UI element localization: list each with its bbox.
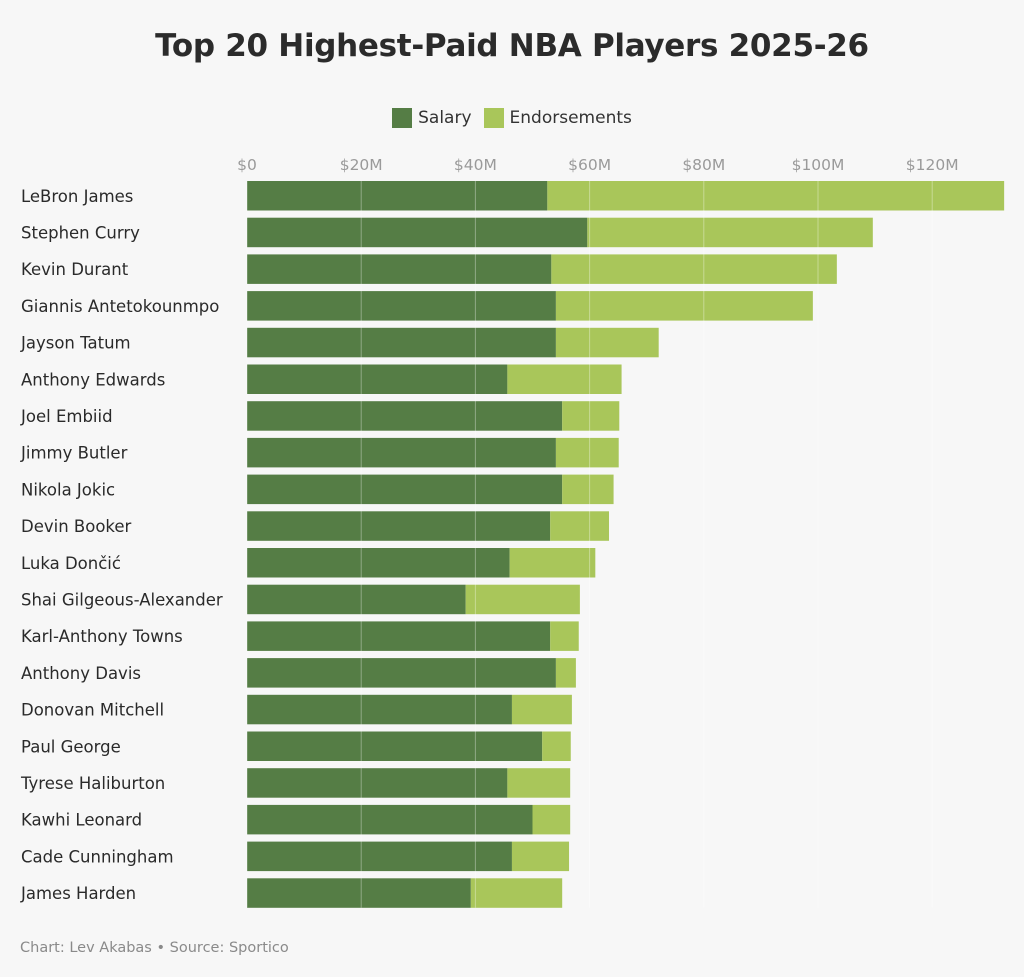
bar-endorsements	[470, 878, 563, 908]
bar-salary	[247, 658, 556, 688]
category-label: Luka Dončić	[21, 554, 121, 573]
bar-endorsements	[562, 474, 614, 505]
legend-item-endorsements: Endorsements	[483, 108, 632, 128]
legend-item-salary: Salary	[392, 108, 472, 128]
category-label: Shai Gilgeous-Alexander	[21, 590, 223, 609]
chart-title: Top 20 Highest-Paid NBA Players 2025-26	[155, 28, 869, 64]
bar-salary	[247, 804, 533, 835]
bar-salary	[247, 621, 551, 651]
category-label: Joel Embiid	[20, 407, 113, 426]
bar-endorsements	[550, 511, 610, 541]
footer-author: Chart: Lev Akabas	[20, 940, 152, 956]
bar-endorsements	[555, 327, 659, 358]
legend-label-endorsements: Endorsements	[509, 108, 632, 128]
category-label: Paul George	[21, 737, 121, 756]
category-label: Nikola Jokic	[21, 480, 115, 499]
bar-endorsements	[509, 548, 596, 578]
category-label: Jayson Tatum	[20, 334, 131, 353]
legend-swatch-salary	[392, 108, 413, 128]
category-label: Tyrese Haliburton	[20, 774, 165, 793]
bar-salary	[247, 511, 551, 541]
category-label: James Harden	[20, 884, 136, 903]
bar-endorsements	[555, 437, 619, 468]
bar-endorsements	[532, 804, 571, 835]
bar-endorsements	[555, 291, 813, 321]
category-label: LeBron James	[21, 187, 133, 206]
bar-salary	[247, 254, 552, 284]
bar-endorsements	[507, 768, 571, 798]
bar-endorsements	[465, 584, 580, 615]
bar-endorsements	[555, 658, 576, 688]
bar-salary	[247, 181, 548, 211]
category-label: Devin Booker	[21, 517, 132, 536]
bar-salary	[247, 731, 543, 761]
x-tick-label: $40M	[454, 156, 497, 174]
x-tick-label: $0	[237, 156, 257, 174]
category-label: Kawhi Leonard	[21, 811, 142, 830]
bar-endorsements	[511, 841, 570, 872]
footer-source: Source: Sportico	[169, 940, 289, 956]
bar-endorsements	[507, 364, 622, 394]
bar-salary	[247, 694, 512, 725]
x-tick-label: $80M	[682, 156, 725, 174]
bar-salary	[247, 437, 556, 468]
bar-salary	[247, 327, 556, 358]
category-label: Karl-Anthony Towns	[21, 627, 183, 646]
category-label: Giannis Antetokounmpo	[21, 297, 219, 316]
bar-salary	[247, 401, 563, 431]
x-tick-label: $60M	[568, 156, 611, 174]
bar-endorsements	[542, 731, 571, 761]
x-tick-label: $20M	[340, 156, 383, 174]
bar-salary	[247, 291, 556, 321]
bar-endorsements	[551, 254, 837, 284]
bar-endorsements	[547, 181, 1005, 211]
chart-footer: Chart: Lev Akabas • Source: Sportico	[20, 940, 289, 956]
category-label: Cade Cunningham	[21, 847, 174, 866]
legend: Salary Endorsements	[0, 108, 1024, 128]
category-label: Stephen Curry	[21, 223, 140, 242]
category-label: Kevin Durant	[21, 260, 129, 279]
bar-salary	[247, 768, 508, 798]
bar-endorsements	[587, 217, 873, 248]
legend-swatch-endorsements	[483, 108, 504, 128]
x-tick-label: $120M	[906, 156, 959, 174]
bar-salary	[247, 548, 510, 578]
legend-label-salary: Salary	[418, 108, 472, 128]
category-label: Anthony Davis	[21, 664, 141, 683]
bar-salary	[247, 217, 588, 248]
category-label: Donovan Mitchell	[21, 701, 164, 720]
bar-salary	[247, 474, 563, 505]
category-label: Anthony Edwards	[21, 370, 165, 389]
bar-endorsements	[550, 621, 579, 651]
footer-separator: •	[151, 940, 170, 956]
bar-salary	[247, 584, 466, 615]
category-label: Jimmy Butler	[20, 444, 128, 463]
x-tick-label: $100M	[792, 156, 845, 174]
bar-salary	[247, 841, 512, 872]
bar-endorsements	[562, 401, 620, 431]
bar-salary	[247, 364, 508, 394]
bar-endorsements	[511, 694, 572, 725]
bar-salary	[247, 878, 471, 908]
